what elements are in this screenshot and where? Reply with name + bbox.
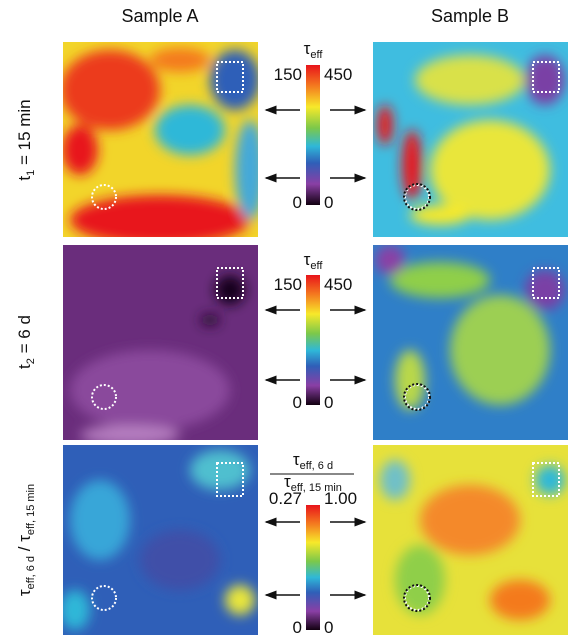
arrows xyxy=(264,105,367,600)
label-part: eff, 15 min xyxy=(291,482,342,494)
label-part: = 15 min xyxy=(15,99,34,169)
lifetime-map xyxy=(63,245,258,440)
colorbar-label: 0 xyxy=(293,393,302,412)
lifetime-map xyxy=(373,42,568,237)
label-part: eff, 6 d xyxy=(300,460,333,472)
colorbar-label: 0 xyxy=(324,618,333,635)
lifetime-map xyxy=(63,445,258,635)
colorbar-title: τeff xyxy=(304,250,324,272)
colorbar-label: 150 xyxy=(274,65,302,84)
label-part: eff xyxy=(310,49,323,61)
colorbar-label: 0 xyxy=(324,393,333,412)
colorbar-title: τeff xyxy=(304,39,324,61)
label-part: τ xyxy=(293,450,300,469)
label-part: τ xyxy=(15,589,34,596)
colorbar-title: τeff, 6 d xyxy=(293,450,333,472)
colorbar-scale xyxy=(306,275,320,405)
label-part: τ xyxy=(304,250,311,269)
lifetime-map xyxy=(373,445,568,635)
label-part: 2 xyxy=(25,358,37,364)
colorbar-scale xyxy=(306,505,320,630)
row-label: t1 = 15 min xyxy=(15,99,37,180)
label-part: / τ xyxy=(15,535,34,556)
colorbar: τeff, 6 d τeff, 15 min 0.27 1.00 0 0 xyxy=(269,450,357,635)
colorbar: τeff 150 450 0 0 xyxy=(274,39,353,212)
lifetime-map xyxy=(373,245,568,440)
colorbar-title: τeff, 15 min xyxy=(284,472,342,494)
row-label: τeff, 6 d / τeff, 15 min xyxy=(15,484,37,596)
roi-outline xyxy=(403,183,431,612)
colorbar: τeff 150 450 0 0 xyxy=(274,250,353,412)
colorbar-label: 450 xyxy=(324,65,352,84)
colorbar-label: 1.00 xyxy=(324,489,357,508)
colorbar-label: 0.27 xyxy=(269,489,302,508)
label-part: eff, 15 min xyxy=(25,484,37,535)
colorbar-label: 0 xyxy=(324,193,333,212)
row-label: t2 = 6 d xyxy=(15,315,37,369)
colorbar-label: 150 xyxy=(274,275,302,294)
colorbar-label: 0 xyxy=(293,193,302,212)
colorbar-label: 0 xyxy=(293,618,302,635)
label-part: τ xyxy=(304,39,311,58)
colorbar-label: 450 xyxy=(324,275,352,294)
label-part: eff xyxy=(310,260,323,272)
label-part: t xyxy=(15,364,34,369)
colorbar-scale xyxy=(306,65,320,205)
label-part: = 6 d xyxy=(15,315,34,358)
label-part: t xyxy=(15,176,34,181)
column-header: Sample B xyxy=(431,6,509,26)
lifetime-map xyxy=(63,42,258,237)
label-part: 1 xyxy=(25,170,37,176)
column-header: Sample A xyxy=(121,6,198,26)
label-part: τ xyxy=(284,472,291,491)
label-part: eff, 6 d xyxy=(25,556,37,589)
